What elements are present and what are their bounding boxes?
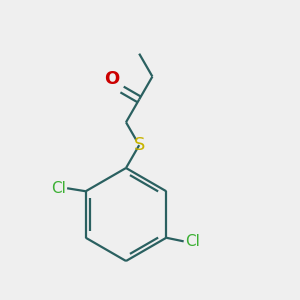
Text: S: S (134, 136, 145, 154)
Text: Cl: Cl (185, 234, 200, 249)
Text: Cl: Cl (51, 181, 66, 196)
Text: O: O (104, 70, 120, 88)
